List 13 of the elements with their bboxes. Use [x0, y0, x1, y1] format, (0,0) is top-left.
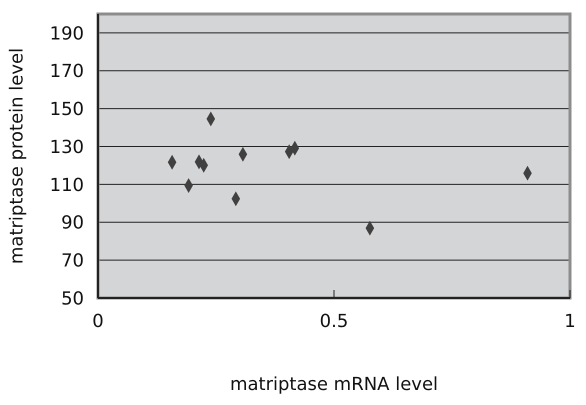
y-tick-label: 130	[50, 136, 84, 158]
y-tick-label: 190	[50, 23, 84, 44]
y-tick-label: 150	[50, 99, 84, 120]
y-tick-label: 70	[61, 250, 84, 272]
x-tick-label: 1	[564, 310, 576, 332]
x-tick-label: 0	[92, 310, 104, 332]
y-tick-label: 50	[61, 288, 84, 310]
y-tick-label: 110	[50, 174, 84, 196]
x-axis-title: matriptase mRNA level	[230, 374, 438, 395]
x-tick-label: 0.5	[320, 310, 348, 332]
y-tick-label: 170	[50, 61, 84, 82]
y-axis-title: matriptase protein level	[6, 48, 28, 264]
y-tick-label: 90	[61, 212, 84, 234]
